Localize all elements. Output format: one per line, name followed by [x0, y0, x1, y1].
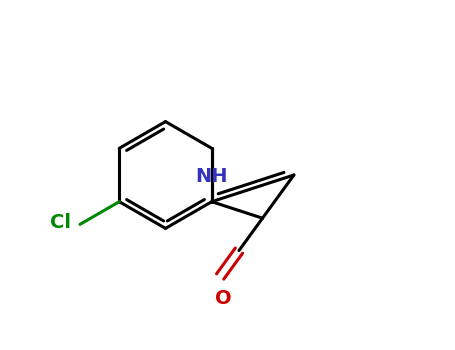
Text: NH: NH [196, 167, 228, 186]
Text: Cl: Cl [51, 213, 71, 232]
Text: O: O [215, 288, 232, 308]
